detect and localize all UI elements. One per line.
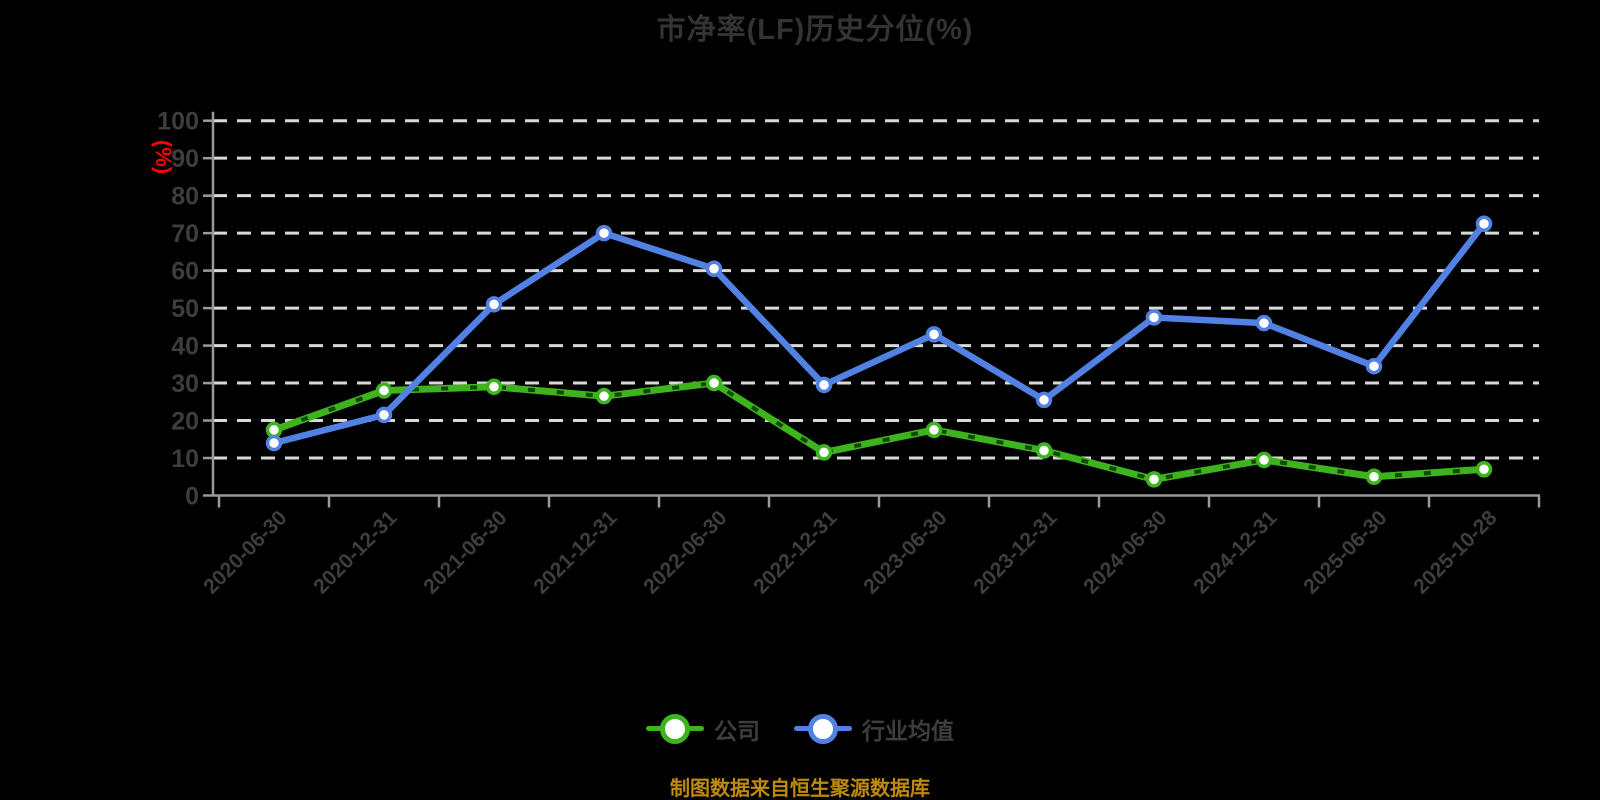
y-tick-label: 50 [171, 295, 199, 323]
industry-data-point-2022-12-31[interactable] [815, 376, 833, 394]
industry-data-point-2025-10-28[interactable] [1475, 215, 1493, 233]
y-tick-label: 40 [171, 333, 199, 361]
company-data-point-2023-06-30[interactable] [925, 421, 943, 439]
industry-data-point-2022-06-30[interactable] [705, 260, 723, 277]
company-data-point-2021-12-31[interactable] [595, 387, 613, 405]
industry-data-point-2020-06-30[interactable] [265, 434, 283, 452]
chart-title: 市净率(LF)历史分位(%) [656, 14, 974, 46]
legend-label-company: 公司 [714, 718, 760, 744]
industry-data-point-2021-06-30[interactable] [485, 296, 503, 313]
company-data-point-2020-06-30[interactable] [265, 421, 283, 439]
x-tick-label: 2021-06-30 [419, 506, 511, 598]
legend-item-industry[interactable]: 行业均值 [794, 712, 954, 746]
company-data-point-2024-12-31[interactable] [1255, 451, 1273, 469]
industry-data-point-2024-06-30[interactable] [1145, 309, 1163, 326]
y-tick-label: 30 [171, 370, 199, 398]
company-data-point-2022-12-31[interactable] [815, 444, 833, 461]
y-tick-label: 80 [171, 183, 199, 211]
company-series-swatch [646, 712, 704, 746]
x-tick-label: 2020-06-30 [199, 506, 291, 598]
industry-series-swatch [794, 712, 852, 746]
industry-marker-icon [808, 714, 838, 744]
legend-item-company[interactable]: 公司 [646, 712, 760, 746]
y-tick-label: 100 [157, 108, 199, 136]
industry-data-point-2021-12-31[interactable] [595, 224, 613, 242]
x-tick-label: 2023-12-31 [969, 506, 1061, 598]
y-tick-label: 70 [171, 220, 199, 248]
company-data-point-2025-06-30[interactable] [1365, 468, 1383, 486]
x-tick-label: 2022-06-30 [639, 506, 731, 598]
y-axis-unit-label: (%) [151, 140, 176, 174]
company-series-line [270, 379, 1488, 483]
y-tick-label: 10 [171, 445, 199, 473]
y-tick-label: 90 [171, 145, 199, 173]
company-data-point-2022-06-30[interactable] [705, 374, 723, 392]
legend-label-industry: 行业均值 [862, 718, 954, 744]
y-tick-label: 20 [171, 408, 199, 436]
industry-data-point-2025-06-30[interactable] [1365, 357, 1383, 375]
legend: 公司 行业均值 [0, 712, 1600, 746]
x-tick-label: 2021-12-31 [529, 506, 621, 598]
industry-data-point-2024-12-31[interactable] [1255, 314, 1273, 332]
company-marker-icon [660, 714, 690, 744]
industry-series-line [270, 220, 1488, 447]
source-note: 制图数据来自恒生聚源数据库 [670, 778, 930, 800]
company-data-point-2024-06-30[interactable] [1145, 471, 1163, 488]
company-data-point-2020-12-31[interactable] [375, 382, 393, 399]
x-tick-label: 2024-12-31 [1189, 506, 1281, 598]
industry-data-point-2020-12-31[interactable] [375, 406, 393, 424]
x-tick-label: 2025-10-28 [1409, 506, 1501, 598]
y-tick-label: 60 [171, 258, 199, 286]
x-tick-label: 2022-12-31 [749, 506, 841, 598]
x-tick-label: 2025-06-30 [1299, 506, 1391, 598]
industry-data-point-2023-12-31[interactable] [1035, 391, 1053, 409]
company-series-line-dash [273, 381, 1485, 482]
x-tick-label: 2024-06-30 [1079, 506, 1171, 598]
company-data-point-2023-12-31[interactable] [1035, 442, 1053, 459]
company-data-point-2021-06-30[interactable] [485, 378, 503, 396]
company-data-point-2025-10-28[interactable] [1475, 461, 1493, 478]
x-tick-label: 2020-12-31 [309, 506, 401, 598]
x-tick-label: 2023-06-30 [859, 506, 951, 598]
y-tick-label: 0 [185, 483, 199, 511]
industry-data-point-2023-06-30[interactable] [925, 326, 943, 343]
